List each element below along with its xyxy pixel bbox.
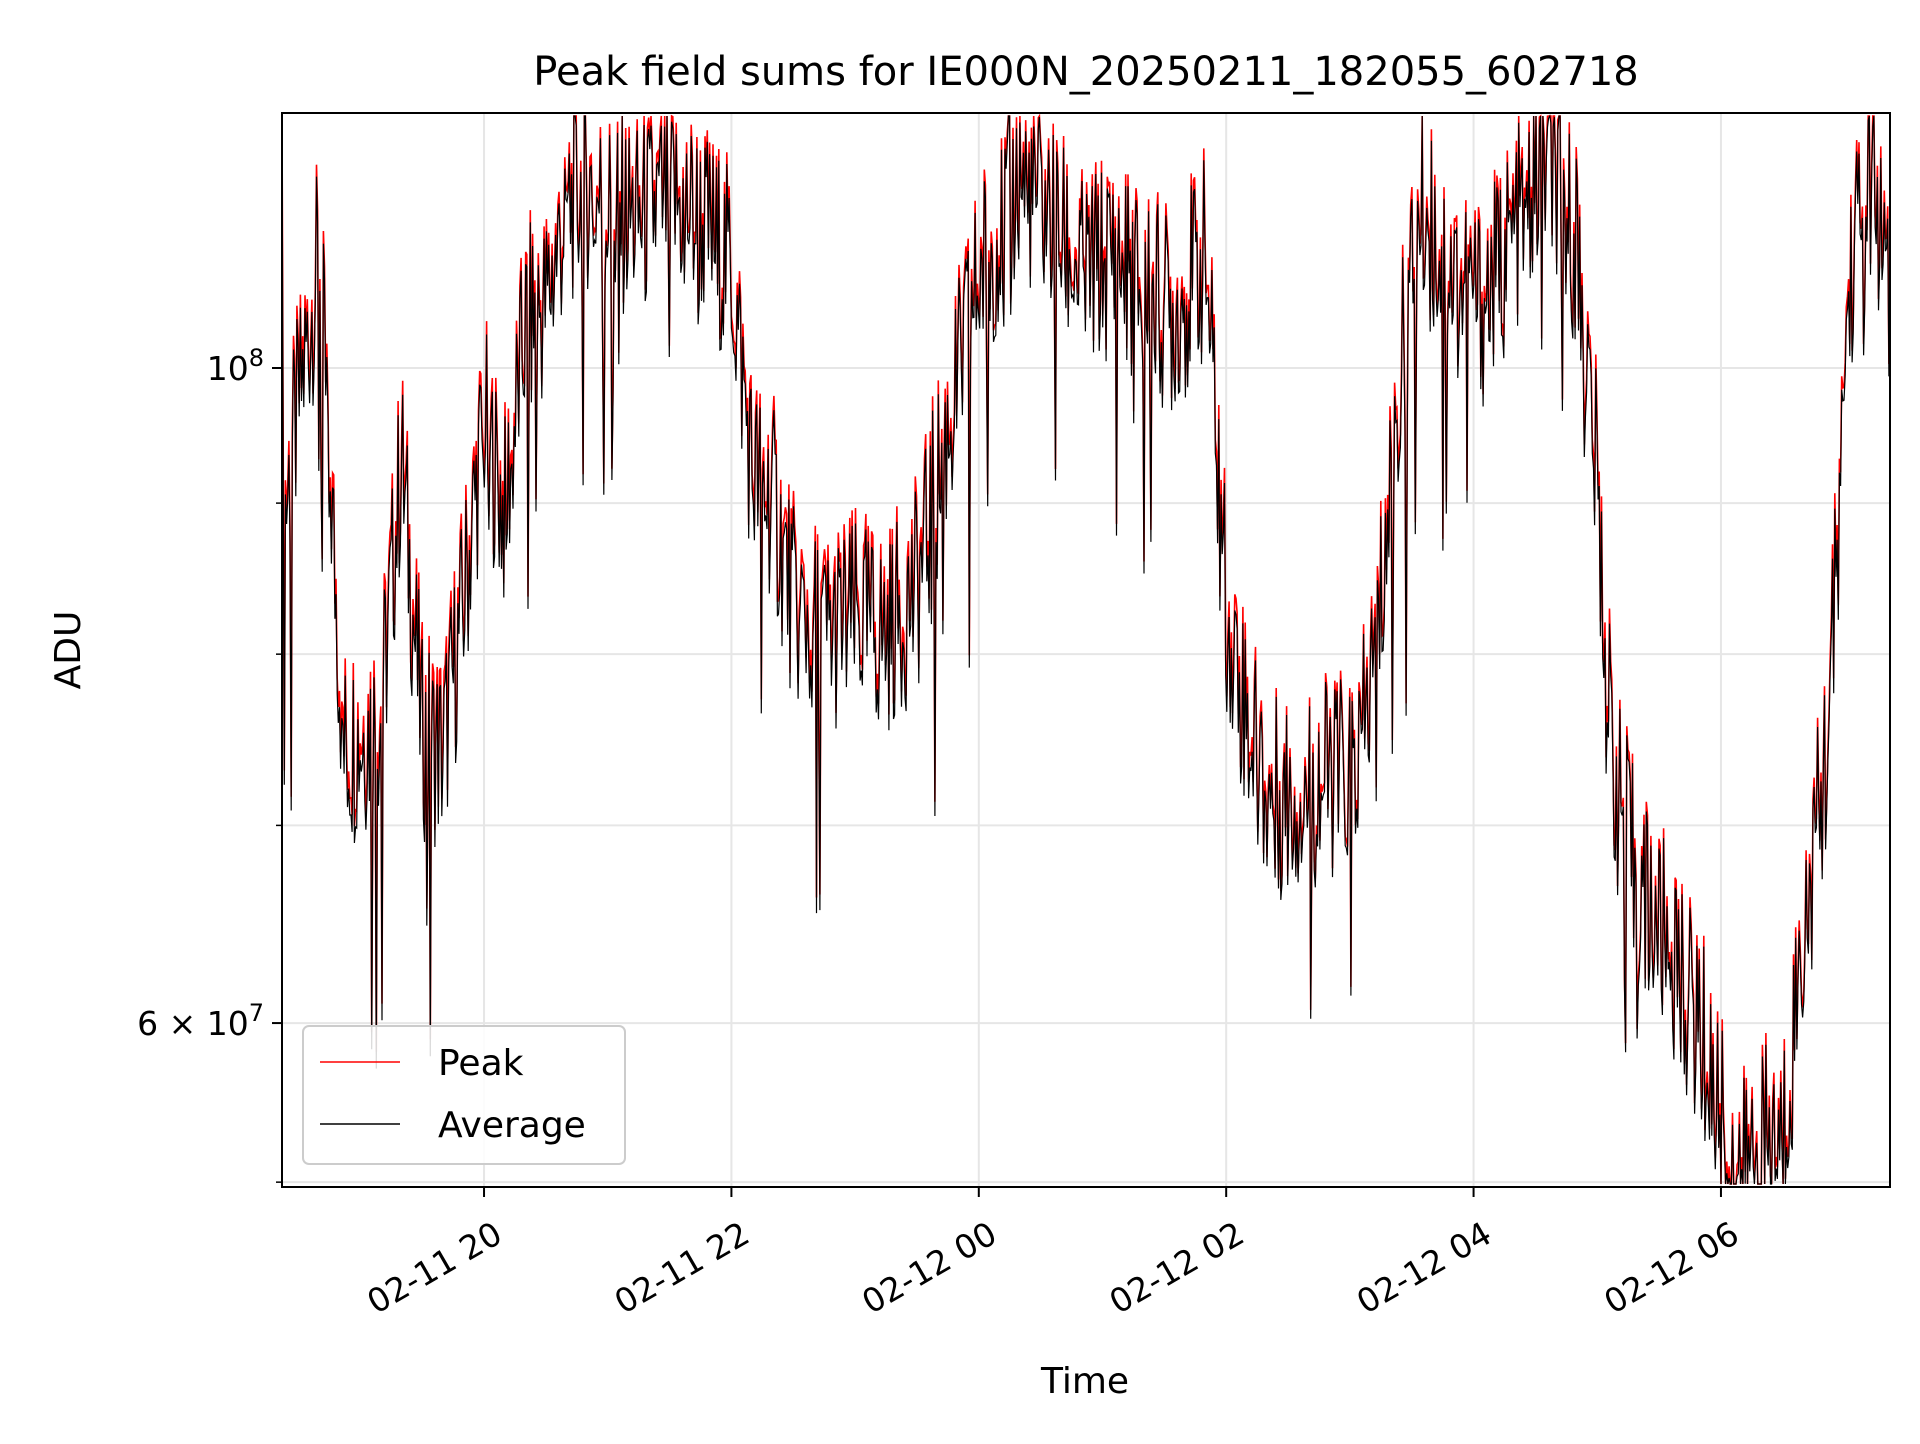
series-line-average	[281, 114, 1891, 1185]
grid	[282, 113, 1890, 1187]
legend-box	[302, 1025, 626, 1165]
legend-label-average: Average	[438, 1105, 586, 1146]
chart-title: Peak field sums for IE000N_20250211_1820…	[533, 49, 1638, 95]
y-axis-label: ADU	[48, 611, 89, 690]
legend-label-peak: Peak	[438, 1043, 524, 1084]
plot-area-frame	[281, 112, 1891, 1188]
plot-lines	[281, 113, 1891, 1185]
y-tick-label: 6 × 107	[137, 999, 264, 1043]
x-axis-label: Time	[1040, 1361, 1129, 1402]
legend: Peak Average	[302, 1025, 626, 1165]
y-tick-label: 108	[207, 344, 264, 388]
